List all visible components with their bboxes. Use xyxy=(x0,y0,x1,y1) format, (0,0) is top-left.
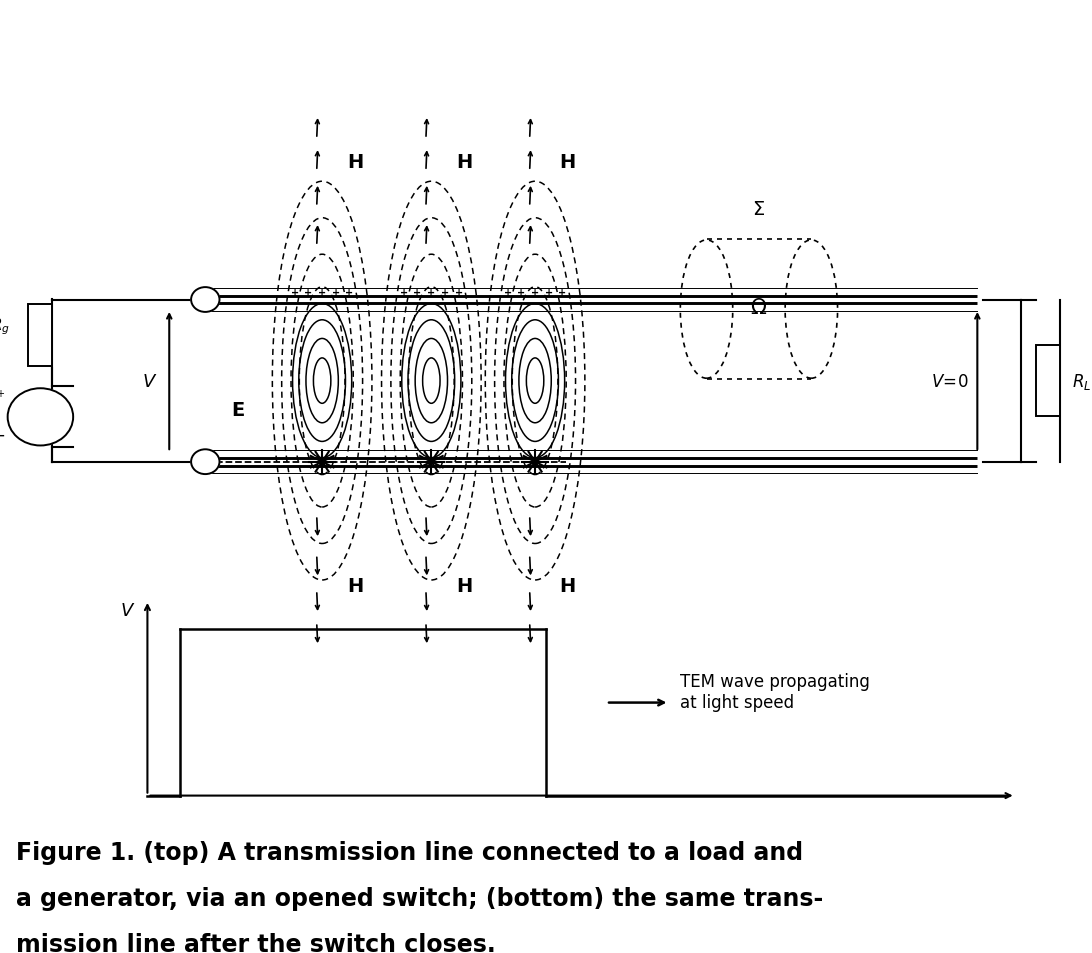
Text: $\mathbf{E}$: $\mathbf{E}$ xyxy=(232,400,245,419)
Circle shape xyxy=(191,450,219,475)
Bar xyxy=(1036,346,1060,417)
Text: +: + xyxy=(558,288,567,297)
Text: H: H xyxy=(456,577,472,596)
Text: +: + xyxy=(531,288,539,297)
Text: H: H xyxy=(347,577,363,596)
Text: +: + xyxy=(427,288,436,297)
Text: +: + xyxy=(304,288,312,297)
Text: Figure 1. (top) A transmission line connected to a load and: Figure 1. (top) A transmission line conn… xyxy=(16,841,804,864)
Text: +: + xyxy=(345,288,354,297)
Text: $V\!=\!0$: $V\!=\!0$ xyxy=(930,373,969,390)
Text: H: H xyxy=(347,152,363,172)
Text: +: + xyxy=(400,288,408,297)
Text: $V_g^+$: $V_g^+$ xyxy=(0,389,5,412)
Text: $-$: $-$ xyxy=(0,426,5,443)
Text: $V$: $V$ xyxy=(142,373,157,390)
Text: +: + xyxy=(517,288,525,297)
Text: TEM wave propagating
at light speed: TEM wave propagating at light speed xyxy=(680,672,870,711)
Text: $\Omega$: $\Omega$ xyxy=(750,298,768,317)
Text: +: + xyxy=(503,288,512,297)
Circle shape xyxy=(191,288,219,313)
Text: mission line after the switch closes.: mission line after the switch closes. xyxy=(16,932,496,953)
Text: +: + xyxy=(454,288,463,297)
Text: $R_g$: $R_g$ xyxy=(0,315,10,336)
Text: +: + xyxy=(332,288,341,297)
Text: a generator, via an opened switch; (bottom) the same trans-: a generator, via an opened switch; (bott… xyxy=(16,886,823,910)
Text: $\Sigma$: $\Sigma$ xyxy=(752,200,765,219)
Text: +: + xyxy=(318,288,327,297)
Text: +: + xyxy=(413,288,422,297)
Text: +: + xyxy=(441,288,450,297)
Text: $R_L$: $R_L$ xyxy=(1072,372,1092,391)
Text: H: H xyxy=(560,577,575,596)
Text: H: H xyxy=(456,152,472,172)
Text: $V$: $V$ xyxy=(120,601,135,618)
Circle shape xyxy=(8,389,73,446)
Text: +: + xyxy=(545,288,554,297)
Text: H: H xyxy=(560,152,575,172)
Bar xyxy=(28,304,52,366)
Text: +: + xyxy=(290,288,299,297)
